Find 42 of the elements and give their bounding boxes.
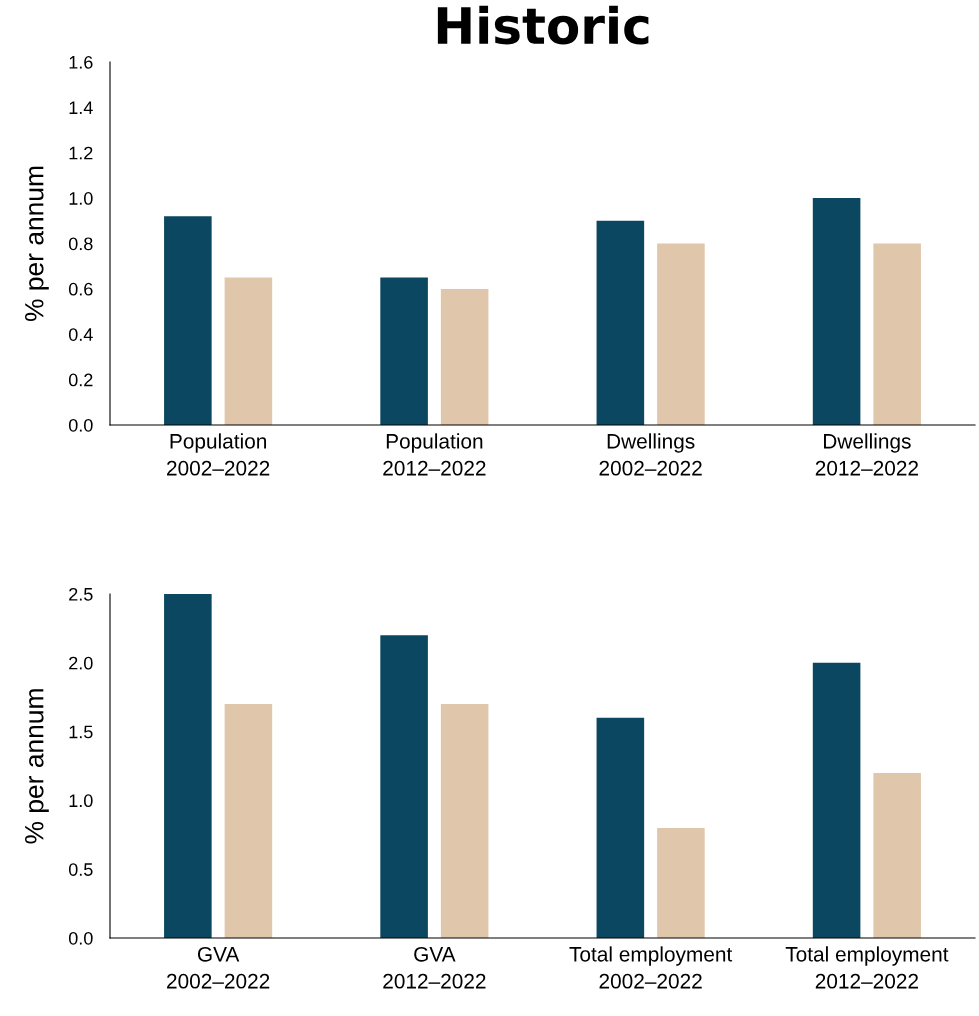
y-tick-label: 1.4 [69,101,93,114]
y-tick-label: 2.0 [69,656,93,670]
y-axis-title: % per annum [25,689,49,844]
bar [873,772,921,938]
bar [440,704,489,938]
bar [164,216,212,425]
y-tick-label: 0.0 [68,418,93,432]
x-tick-label: Population 2012–2022 [383,433,486,476]
bar [657,243,705,425]
x-tick-label: GVA 2002–2022 [167,946,270,989]
x-tick-label: GVA 2012–2022 [383,946,486,989]
y-axis-title: % per annum [25,166,49,322]
bar [164,594,212,938]
bar [380,277,428,425]
bar [812,662,861,938]
bar [657,827,705,938]
y-tick-label: 1.6 [69,55,93,69]
bar [873,243,921,425]
y-tick-label: 0.6 [68,282,93,296]
bar [224,704,273,938]
bar [596,717,645,938]
x-tick-label: Population 2002–2022 [167,433,270,476]
x-tick-label: Dwellings 2012–2022 [815,433,918,476]
bar [440,288,489,425]
bar [596,220,645,425]
chart-title: Historic [437,5,649,45]
y-tick-label: 0.8 [68,237,93,251]
bar [380,635,428,938]
y-tick-label: 0.4 [68,328,93,341]
x-tick-label: Total employment 2012–2022 [785,946,949,989]
bar [224,277,273,425]
x-tick-label: Dwellings 2002–2022 [599,433,702,476]
y-tick-label: 2.5 [69,587,93,601]
y-tick-label: 1.0 [69,794,93,808]
y-tick-label: 1.2 [69,146,93,160]
y-tick-label: 0.0 [68,931,93,945]
bar [812,198,861,425]
x-tick-label: Total employment 2002–2022 [569,946,733,989]
y-tick-label: 1.5 [69,725,93,739]
y-tick-label: 0.5 [68,863,93,876]
y-tick-label: 0.2 [68,373,93,387]
y-tick-label: 1.0 [69,192,93,205]
